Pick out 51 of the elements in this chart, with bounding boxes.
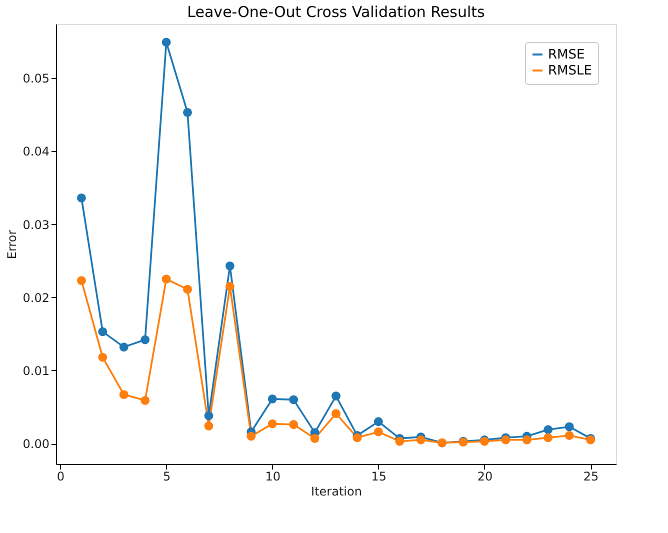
- point: [119, 342, 128, 352]
- y-tick-label: 0.03: [22, 218, 50, 232]
- point: [140, 335, 150, 344]
- x-tick-label: 0: [56, 470, 65, 484]
- point: [289, 395, 298, 404]
- x-tick-label: 10: [265, 470, 281, 484]
- point: [246, 432, 256, 441]
- point: [162, 274, 171, 284]
- point: [140, 396, 150, 405]
- x-axis-title: Iteration: [311, 484, 362, 498]
- point: [544, 433, 553, 442]
- point: [183, 284, 192, 294]
- chart-title: Leave-One-Out Cross Validation Results: [187, 3, 486, 21]
- point: [332, 409, 340, 418]
- point: [76, 276, 86, 286]
- point: [374, 417, 383, 426]
- point: [225, 282, 234, 291]
- x-tick-label: 15: [371, 470, 387, 484]
- y-axis-title: Error: [4, 230, 19, 260]
- legend-label: RMSE: [548, 48, 585, 62]
- point: [98, 327, 108, 336]
- y-tick-label: 0.05: [22, 72, 50, 86]
- point: [225, 261, 234, 270]
- legend-label: RMSLE: [548, 64, 592, 78]
- point: [162, 38, 171, 47]
- point: [204, 422, 214, 430]
- point: [564, 431, 574, 440]
- point: [289, 420, 298, 429]
- point: [374, 427, 383, 436]
- point: [395, 436, 404, 446]
- y-tick-label: 0.01: [22, 364, 50, 378]
- y-tick-label: 0.04: [22, 144, 50, 159]
- x-tick-label: 25: [583, 470, 599, 484]
- point: [332, 392, 340, 400]
- point: [204, 411, 214, 420]
- point: [544, 425, 553, 434]
- point: [183, 108, 192, 117]
- point: [268, 419, 277, 428]
- point: [522, 435, 532, 444]
- point: [310, 434, 320, 443]
- point: [98, 352, 108, 362]
- x-tick-label: 20: [477, 470, 493, 484]
- x-tick-label: 5: [162, 470, 171, 484]
- point: [352, 433, 362, 442]
- y-tick-label: 0.02: [22, 290, 50, 305]
- point: [564, 422, 574, 432]
- point: [268, 394, 277, 404]
- point: [119, 390, 128, 400]
- point: [416, 435, 426, 444]
- y-tick-label: 0.00: [22, 437, 50, 452]
- point: [76, 193, 86, 202]
